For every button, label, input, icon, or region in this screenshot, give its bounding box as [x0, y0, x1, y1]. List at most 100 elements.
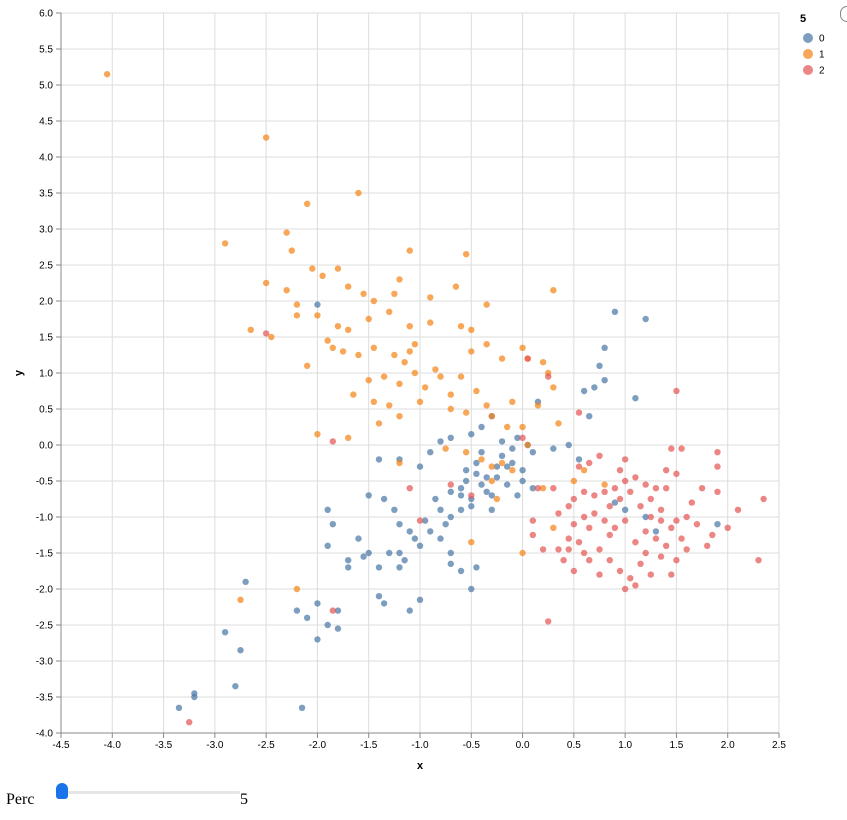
data-point [498, 355, 506, 362]
slider-label: Perc [6, 791, 35, 808]
data-point [416, 542, 424, 549]
slider-thumb[interactable] [55, 783, 68, 799]
data-point [293, 585, 301, 593]
data-point [268, 333, 275, 341]
data-point [427, 528, 434, 535]
data-point [621, 585, 629, 593]
y-tick-label: 2.5 [39, 261, 53, 272]
data-point [186, 719, 193, 726]
y-tick-label: 4.0 [39, 153, 53, 164]
data-point [509, 467, 516, 474]
data-point [519, 344, 526, 351]
slider-value: 5 [240, 791, 248, 808]
data-point [380, 373, 388, 380]
data-point [698, 485, 706, 492]
data-point [606, 557, 613, 564]
x-tick-label: -4.0 [104, 740, 122, 751]
data-point [586, 557, 593, 564]
data-point [601, 517, 608, 524]
data-point [714, 449, 721, 456]
scroll-hint-icon [840, 6, 847, 22]
data-point [596, 571, 603, 578]
data-point [493, 474, 501, 481]
data-point [457, 373, 465, 380]
data-point [447, 405, 454, 413]
data-point [755, 557, 762, 564]
data-point [632, 474, 639, 481]
x-tick-label: 0.0 [516, 740, 530, 751]
data-point [221, 240, 229, 247]
data-point [406, 323, 413, 330]
data-point [396, 549, 403, 557]
data-point [570, 477, 578, 485]
data-point [621, 517, 629, 524]
data-point [237, 596, 244, 603]
data-point [483, 474, 490, 481]
data-point [709, 531, 716, 539]
data-point [329, 607, 337, 614]
data-point [514, 434, 521, 441]
data-point [427, 319, 434, 326]
data-point [406, 348, 413, 355]
data-point [350, 391, 357, 398]
data-point [345, 326, 352, 333]
y-tick-label: 4.5 [39, 117, 53, 128]
data-point [611, 524, 619, 531]
data-point [714, 488, 721, 495]
data-point [396, 564, 403, 571]
data-point [452, 283, 460, 290]
data-point [360, 553, 367, 560]
data-point [314, 312, 321, 319]
data-point [437, 373, 444, 380]
data-point [380, 495, 388, 503]
data-point [175, 704, 183, 711]
data-point [575, 463, 583, 470]
data-point [370, 344, 378, 351]
data-point [509, 445, 516, 452]
data-point [375, 456, 383, 463]
data-point [375, 564, 383, 571]
data-point [314, 301, 321, 308]
legend-swatch [803, 65, 813, 75]
data-point [462, 409, 470, 416]
data-point [642, 549, 649, 557]
data-point [421, 517, 429, 524]
data-point [488, 506, 495, 513]
data-point [550, 287, 557, 294]
data-point [406, 485, 413, 492]
data-point [534, 402, 542, 409]
data-point [524, 355, 531, 362]
data-point [303, 200, 311, 207]
data-point [478, 456, 485, 463]
data-point [483, 402, 490, 409]
data-point [555, 546, 562, 553]
data-point [427, 294, 434, 301]
data-point [570, 521, 578, 528]
data-point [657, 517, 665, 524]
data-point [447, 488, 454, 495]
data-point [586, 413, 593, 420]
y-tick-label: 0.0 [39, 441, 53, 452]
x-tick-label: 2.0 [721, 740, 735, 751]
data-point [596, 452, 603, 459]
data-point [652, 535, 660, 542]
data-point [365, 549, 372, 557]
data-point [462, 251, 470, 258]
axes: -4.5 -4.0 -3.5 -3.0 -2.5 -2.0 -1.5 -1.0 -0.5 0.0 0… [36, 9, 787, 752]
data-point [360, 290, 367, 297]
y-tick-label: 1.0 [39, 369, 53, 380]
data-point [539, 485, 547, 492]
x-tick-label: -3.5 [155, 740, 173, 751]
slider-track[interactable] [58, 791, 240, 794]
data-point [468, 503, 475, 510]
data-point [396, 276, 403, 283]
data-point [416, 596, 424, 603]
data-point [493, 463, 501, 470]
data-point [503, 463, 511, 470]
data-point [575, 539, 583, 546]
data-point [365, 315, 372, 323]
data-point [488, 477, 495, 485]
legend: 5 0 1 2 [800, 13, 825, 77]
data-point [616, 495, 624, 503]
y-tick-label: 6.0 [39, 9, 53, 20]
